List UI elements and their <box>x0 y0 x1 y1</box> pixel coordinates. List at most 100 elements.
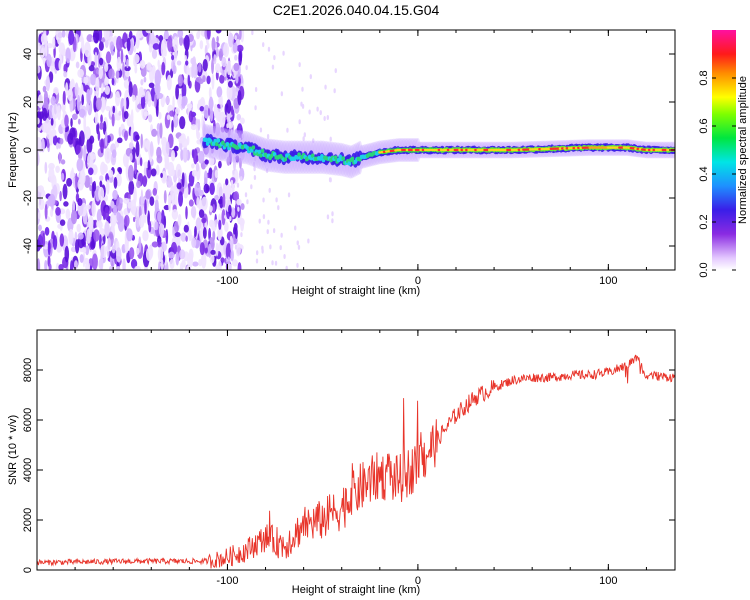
noise-blob <box>104 63 109 72</box>
noise-blob <box>140 79 144 86</box>
noise-blob <box>96 209 102 224</box>
noise-blob <box>110 213 117 228</box>
trace-peak <box>595 146 599 149</box>
noise-blob <box>78 108 86 118</box>
noise-blob <box>37 258 41 270</box>
noise-blob <box>62 90 66 105</box>
noise-blob <box>154 69 162 87</box>
noise-blob <box>108 68 115 80</box>
noise-blob <box>253 174 257 180</box>
trace-peak <box>622 146 626 149</box>
trace-peak <box>556 147 560 150</box>
noise-blob <box>254 105 257 111</box>
trace-peak <box>663 148 668 152</box>
noise-blob <box>120 48 124 64</box>
noise-blob <box>65 208 71 220</box>
noise-blob <box>233 132 239 139</box>
noise-blob <box>173 36 179 53</box>
noise-blob <box>157 241 163 248</box>
noise-blob <box>191 163 195 169</box>
noise-blob <box>91 200 96 217</box>
noise-blob <box>92 30 100 44</box>
noise-blob <box>86 228 91 244</box>
noise-blob <box>128 142 134 150</box>
trace-peak <box>565 147 569 150</box>
noise-blob <box>122 258 126 270</box>
noise-blob <box>60 172 65 181</box>
noise-blob <box>230 179 234 185</box>
trace-peak <box>455 148 460 152</box>
spectrogram-ytick-label: 40 <box>22 48 34 60</box>
noise-blob <box>183 224 189 233</box>
noise-blob <box>98 41 104 51</box>
noise-blob <box>230 249 234 262</box>
noise-blob <box>139 90 146 98</box>
noise-blob <box>218 186 223 199</box>
noise-blob <box>129 247 135 260</box>
noise-blob <box>83 247 87 254</box>
noise-blob <box>175 251 180 266</box>
noise-blob <box>174 107 181 114</box>
noise-blob <box>145 139 151 151</box>
noise-blob <box>238 50 243 66</box>
noise-blob <box>188 110 194 123</box>
noise-blob <box>115 266 121 270</box>
trace-peak <box>396 148 400 152</box>
noise-blob <box>181 172 185 188</box>
noise-blob <box>134 158 137 175</box>
trace-peak <box>647 148 652 152</box>
noise-blob <box>223 42 230 58</box>
trace-core <box>204 137 208 143</box>
noise-blob <box>58 263 64 270</box>
trace-peak <box>478 148 482 152</box>
trace-peak <box>414 148 418 152</box>
noise-blob <box>272 228 276 234</box>
noise-blob <box>67 132 74 145</box>
trace-core <box>245 145 250 150</box>
noise-blob <box>55 165 60 174</box>
noise-blob <box>244 192 248 198</box>
trace-peak <box>499 148 503 152</box>
noise-blob <box>166 180 174 187</box>
noise-blob <box>215 242 219 257</box>
noise-blob <box>280 232 283 238</box>
trace-core <box>216 138 221 143</box>
noise-blob <box>158 35 164 42</box>
spectrogram-xtick-label: 0 <box>415 275 421 287</box>
trace-peak <box>645 148 649 152</box>
noise-blob <box>259 127 263 133</box>
noise-blob <box>179 262 184 270</box>
noise-blob <box>112 189 118 201</box>
trace-peak <box>508 148 512 152</box>
trace-peak <box>535 148 540 151</box>
noise-blob <box>37 211 41 220</box>
noise-blob <box>69 260 74 270</box>
trace-peak <box>487 148 492 152</box>
noise-blob <box>155 102 159 118</box>
noise-blob <box>71 167 74 180</box>
noise-blob <box>297 244 301 250</box>
trace-core <box>205 141 210 146</box>
noise-blob <box>181 96 186 109</box>
noise-blob <box>65 47 71 64</box>
noise-blob <box>188 199 194 207</box>
colorbar-tick-label: 0.6 <box>698 118 710 133</box>
noise-blob <box>104 76 109 86</box>
noise-blob <box>128 81 133 97</box>
noise-blob <box>74 260 78 269</box>
noise-blob <box>52 135 58 146</box>
noise-blob <box>298 119 301 125</box>
noise-blob <box>157 211 162 223</box>
noise-blob <box>262 197 265 203</box>
noise-blob <box>70 209 78 225</box>
noise-blob <box>187 252 194 269</box>
noise-blob <box>268 187 271 193</box>
trace-peak <box>398 148 402 152</box>
noise-blob <box>158 111 162 120</box>
snr-ytick-label: 6000 <box>22 408 34 432</box>
trace-peak <box>430 148 434 152</box>
noise-blob <box>52 36 56 50</box>
spectrogram-heatmap <box>37 30 675 270</box>
noise-blob <box>192 61 198 79</box>
trace-peak <box>599 146 604 149</box>
